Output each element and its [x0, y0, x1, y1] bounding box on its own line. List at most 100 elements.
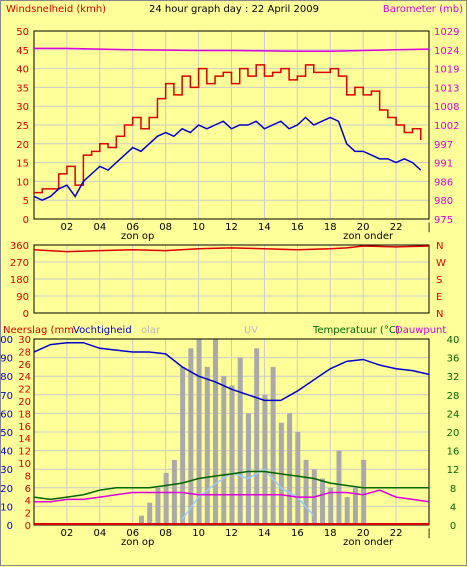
y-axis-label-temperature: Temperatuur (°C)	[312, 325, 400, 336]
solar-bar	[237, 357, 243, 525]
solar-bar	[245, 413, 251, 525]
y-tick-label-rain: 14	[18, 434, 31, 445]
y-tick-label-right: 997	[434, 140, 453, 151]
x-tick-label: 16	[291, 528, 304, 539]
solar-bar	[295, 432, 301, 525]
solar-bar	[328, 487, 334, 525]
y-tick-label-right: 986	[434, 177, 453, 188]
solar-bar	[138, 515, 144, 525]
y-tick-label-temperature: 4	[450, 502, 456, 513]
compass-label: N	[436, 309, 443, 320]
solar-bar	[163, 472, 169, 525]
y-tick-label-left: 25	[16, 121, 29, 132]
y-tick-label-left: 45	[16, 46, 29, 57]
x-tick-label: 22	[390, 528, 403, 539]
y-tick-label-rain: 16	[18, 422, 31, 433]
y-tick-label-left: 5	[23, 196, 29, 207]
series-line-gust	[34, 64, 422, 194]
y-tick-label-rain: 4	[25, 496, 31, 507]
y-tick-label-humidity: 80	[1, 372, 13, 383]
x-tick-label: 18	[324, 222, 337, 233]
solar-bar	[352, 487, 358, 525]
solar-bar	[361, 459, 367, 525]
y-tick-label-left: 90	[16, 292, 29, 303]
y-tick-label-humidity: 90	[1, 354, 13, 365]
y-axis-label-barometer: Barometer (mb)	[383, 4, 463, 15]
y-tick-label-temperature: 20	[447, 428, 460, 439]
x-tick-label: 12	[225, 222, 238, 233]
y-tick-label-humidity: 100	[1, 335, 13, 346]
y-tick-label-left: 15	[16, 159, 29, 170]
y-tick-label-humidity: 10	[1, 502, 13, 513]
y-tick-label-rain: 22	[18, 385, 31, 396]
x-tick-label: 20	[357, 222, 370, 233]
x-tick-label: 06	[126, 222, 139, 233]
y-axis-label-uv: UV	[244, 325, 258, 336]
solar-bar	[229, 385, 235, 525]
y-tick-label-humidity: 70	[1, 391, 13, 402]
y-tick-label-humidity: 40	[1, 447, 13, 458]
y-tick-label-rain: 10	[18, 459, 31, 470]
y-axis-label-humidity: Vochtigheid	[73, 325, 132, 336]
y-tick-label-right: 1024	[434, 46, 459, 57]
y-tick-label-humidity: 30	[1, 465, 13, 476]
solar-bar	[188, 348, 194, 525]
page-title: 24 hour graph day : 22 April 2009	[149, 4, 319, 15]
x-tick-label: 16	[291, 222, 304, 233]
series-line-average	[33, 116, 422, 202]
solar-bar	[320, 478, 326, 525]
y-tick-label-right: 1029	[434, 27, 459, 38]
solar-bar	[204, 366, 210, 525]
y-tick-label-right: 1019	[434, 65, 459, 76]
x-tick-label: 04	[93, 528, 106, 539]
x-end-label: |	[427, 222, 430, 233]
solar-bar	[336, 450, 342, 525]
y-tick-label-rain: 6	[25, 484, 31, 495]
y-tick-label-humidity: 50	[1, 428, 13, 439]
solar-bar	[155, 487, 161, 525]
solar-bar	[303, 459, 309, 525]
y-tick-label-left: 35	[16, 83, 29, 94]
y-tick-label-rain: 28	[18, 347, 31, 358]
y-tick-label-left: 30	[16, 102, 29, 113]
solar-bar	[213, 339, 219, 525]
y-tick-label-rain: 0	[25, 521, 31, 532]
y-axis-label-wind: Windsnelheid (kmh)	[6, 4, 106, 15]
solar-bar	[147, 502, 153, 525]
x-tick-label: 14	[258, 528, 271, 539]
y-tick-label-left: 40	[16, 65, 29, 76]
y-axis-label-solar: olar	[141, 325, 161, 336]
y-tick-label-left: 0	[23, 215, 29, 226]
y-axis-label-dewpoint: Dauwpunt	[395, 325, 446, 336]
y-tick-label-right: 1002	[434, 121, 459, 132]
y-tick-label-left: 10	[16, 177, 29, 188]
x-tick-label: 10	[192, 528, 205, 539]
x-tick-label: 22	[390, 222, 403, 233]
y-tick-label-temperature: 8	[450, 484, 456, 495]
y-tick-label-right: 975	[434, 215, 453, 226]
x-tick-label: 10	[192, 222, 205, 233]
y-tick-label-temperature: 12	[447, 465, 460, 476]
x-tick-label: 20	[357, 528, 370, 539]
y-tick-label-rain: 2	[25, 509, 31, 520]
y-tick-label-humidity: 0	[7, 521, 13, 532]
solar-bar	[254, 348, 260, 525]
y-tick-label-temperature: 28	[447, 391, 460, 402]
y-tick-label-temperature: 0	[450, 521, 456, 532]
x-tick-label: 04	[93, 222, 106, 233]
y-tick-label-humidity: 20	[1, 484, 13, 495]
x-end-label: |	[427, 528, 430, 539]
solar-bar	[180, 366, 186, 525]
y-axis-label-rain: Neerslag (mm	[3, 325, 74, 336]
x-tick-label: 08	[159, 528, 172, 539]
series-line-humidity	[33, 341, 430, 402]
y-tick-label-temperature: 24	[447, 409, 460, 420]
y-tick-label-left: 360	[10, 241, 29, 252]
y-tick-label-rain: 30	[18, 335, 31, 346]
y-tick-label-temperature: 40	[447, 335, 460, 346]
x-tick-label: 06	[126, 528, 139, 539]
solar-bar	[344, 497, 350, 525]
sunrise-label: zon op	[121, 231, 154, 242]
compass-label: W	[436, 258, 446, 269]
